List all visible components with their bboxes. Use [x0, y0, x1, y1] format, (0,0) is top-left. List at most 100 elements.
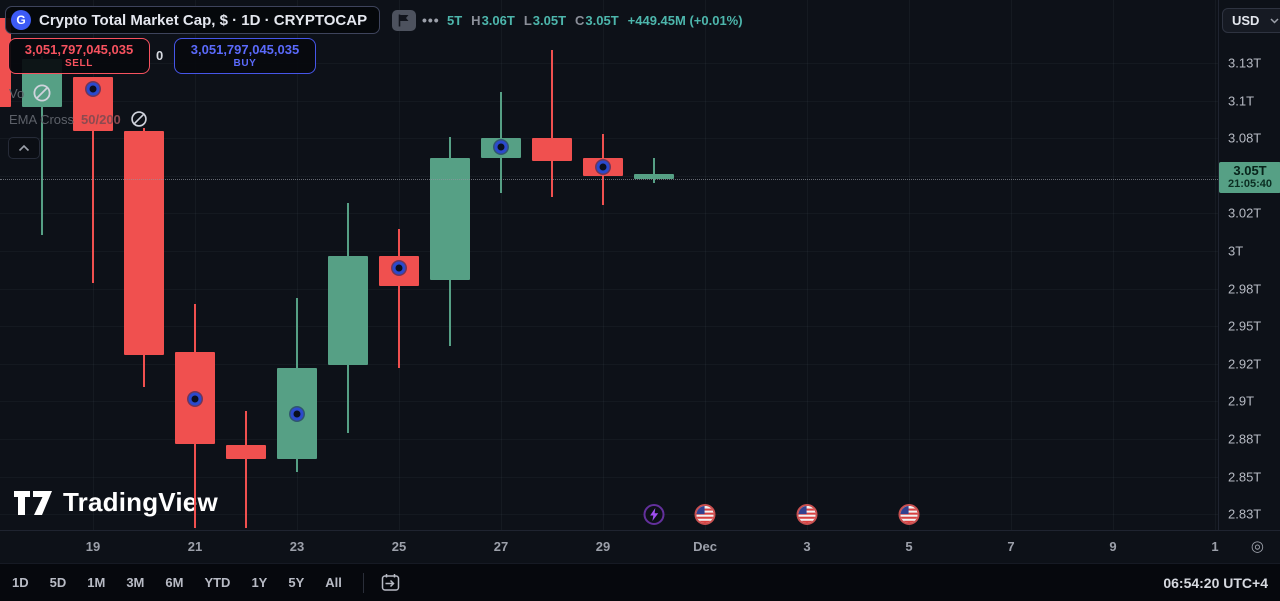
chevron-up-icon: [18, 144, 30, 152]
range-button-ytd[interactable]: YTD: [204, 575, 231, 590]
candle-wick: [653, 158, 655, 183]
ohlc-field: H 3.06T: [471, 13, 515, 28]
ohlc-field: C 3.05T: [575, 13, 619, 28]
candle-wick: [551, 50, 553, 197]
go-to-date-button[interactable]: [378, 571, 404, 595]
ema-cross-marker: [596, 160, 610, 174]
price-axis-label: 2.9T: [1228, 393, 1255, 409]
time-axis-label: 29: [595, 539, 611, 554]
ohlc-field: +449.45M (+0.01%): [628, 13, 743, 28]
ohlc-field-value: 3.05T: [585, 13, 619, 28]
candle-body: [634, 174, 674, 179]
price-axis[interactable]: 3.13T 3.1T 3.08T 3.05T 3.02T 3T 2.98T 2.95T 2.92…: [1218, 0, 1280, 530]
ema-cross-params: 50/200: [81, 111, 121, 127]
price-gridline: [0, 101, 1218, 102]
sell-button[interactable]: 3,051,797,045,035 SELL: [8, 38, 150, 74]
legend-ema-cross-row[interactable]: EMA Cross 50/200: [9, 108, 150, 130]
current-price-badge: 3.05T 21:05:40: [1219, 162, 1280, 194]
currency-label: USD: [1232, 13, 1260, 28]
buy-button[interactable]: 3,051,797,045,035 BUY: [174, 38, 316, 74]
time-axis-label: Dec: [693, 539, 717, 554]
us-flag-event-icon[interactable]: [694, 504, 716, 525]
chevron-down-icon: [1270, 17, 1279, 24]
candle-wick: [41, 56, 43, 235]
time-gridline: [195, 0, 196, 530]
ema-cross-marker: [392, 261, 406, 275]
time-axis-label: 3: [803, 539, 811, 554]
candle-wick: [92, 77, 94, 283]
ohlc-field-value: 3.05T: [532, 13, 567, 28]
time-axis-label: 23: [289, 539, 305, 554]
range-button-all[interactable]: All: [325, 575, 342, 590]
symbol-logo-icon: G: [11, 10, 31, 30]
range-button-5y[interactable]: 5Y: [288, 575, 305, 590]
ema-hidden-eye-icon[interactable]: [128, 108, 150, 130]
volume-legend-label: Vo: [9, 85, 25, 101]
volume-hidden-eye-icon[interactable]: [31, 82, 53, 104]
buy-price: 3,051,797,045,035: [190, 42, 300, 58]
ema-cross-marker: [494, 140, 508, 154]
legend-collapse-button[interactable]: [8, 137, 40, 159]
price-axis-label: 3.13T: [1228, 55, 1262, 71]
price-gridline: [0, 176, 1218, 177]
ohlc-field-label: L: [523, 13, 532, 28]
range-button-6m[interactable]: 6M: [165, 575, 184, 590]
us-flag-event-icon[interactable]: [796, 504, 818, 525]
flag-symbol-button[interactable]: [392, 10, 416, 31]
ohlc-field-value: 3.06T: [481, 13, 515, 28]
time-gridline: [807, 0, 808, 530]
price-axis-label: 3.1T: [1228, 93, 1255, 109]
more-options-button[interactable]: •••: [422, 11, 440, 28]
price-axis-label: 2.83T: [1228, 506, 1262, 522]
us-flag-event-icon[interactable]: [898, 504, 920, 525]
time-gridline: [705, 0, 706, 530]
price-gridline: [0, 138, 1218, 139]
price-axis-label: 3.02T: [1228, 205, 1262, 221]
spread-value: 0: [156, 48, 164, 63]
time-axis-label: 9: [1109, 539, 1117, 554]
range-button-3m[interactable]: 3M: [126, 575, 145, 590]
ema-cross-label: EMA Cross: [9, 111, 75, 127]
price-axis-label: 3T: [1228, 243, 1244, 259]
range-button-1d[interactable]: 1D: [12, 575, 29, 590]
ema-cross-marker: [188, 392, 202, 406]
time-axis-label: 21: [187, 539, 203, 554]
flag-icon: [398, 14, 410, 27]
sell-label: SELL: [65, 57, 93, 69]
candle-wick: [245, 411, 247, 528]
chart-canvas[interactable]: TradingView: [0, 0, 1218, 530]
ohlc-field: 5T: [447, 13, 462, 28]
price-gridline: [0, 514, 1218, 515]
price-gridline: [0, 477, 1218, 478]
legend-volume-row[interactable]: Vo: [9, 82, 53, 104]
time-axis[interactable]: 19 21 23 25 27 29 Dec 3 5 7 9 1 ◎: [0, 530, 1280, 564]
price-gridline: [0, 251, 1218, 252]
time-gridline: [1011, 0, 1012, 530]
time-gridline: [297, 0, 298, 530]
axis-settings-icon[interactable]: ◎: [1250, 538, 1264, 555]
tradingview-logo-icon: [14, 490, 52, 515]
symbol-title-button[interactable]: G Crypto Total Market Cap, $ · 1D · CRYP…: [5, 6, 381, 34]
range-button-1y[interactable]: 1Y: [251, 575, 268, 590]
candle-body: [430, 158, 470, 280]
price-gridline: [0, 326, 1218, 327]
price-gridline: [0, 213, 1218, 214]
lightning-event-icon[interactable]: [643, 504, 665, 525]
bottom-toolbar: 1D 5D 1M 3M 6M YTD 1Y 5Y All 06:54:20 UTC+4: [0, 563, 1280, 601]
toolbar-divider: [362, 572, 364, 593]
range-button-1m[interactable]: 1M: [87, 575, 106, 590]
time-axis-label: 27: [493, 539, 509, 554]
bar-countdown: 21:05:40: [1227, 178, 1273, 191]
price-axis-label: 2.95T: [1228, 318, 1262, 334]
session-clock[interactable]: 06:54:20 UTC+4: [1163, 574, 1268, 591]
tradingview-watermark: TradingView: [14, 487, 218, 518]
time-gridline: [603, 0, 604, 530]
range-button-5d[interactable]: 5D: [49, 575, 67, 590]
currency-dropdown[interactable]: USD: [1222, 8, 1280, 33]
candle-body: [124, 131, 164, 355]
price-gridline: [0, 439, 1218, 440]
ohlc-readout: 5T H 3.06T L 3.05T C 3.05T +449.45M (+0.01%): [447, 13, 743, 28]
time-axis-label: 1: [1211, 539, 1219, 554]
time-axis-label: 7: [1007, 539, 1015, 554]
candle-wick: [398, 229, 400, 368]
